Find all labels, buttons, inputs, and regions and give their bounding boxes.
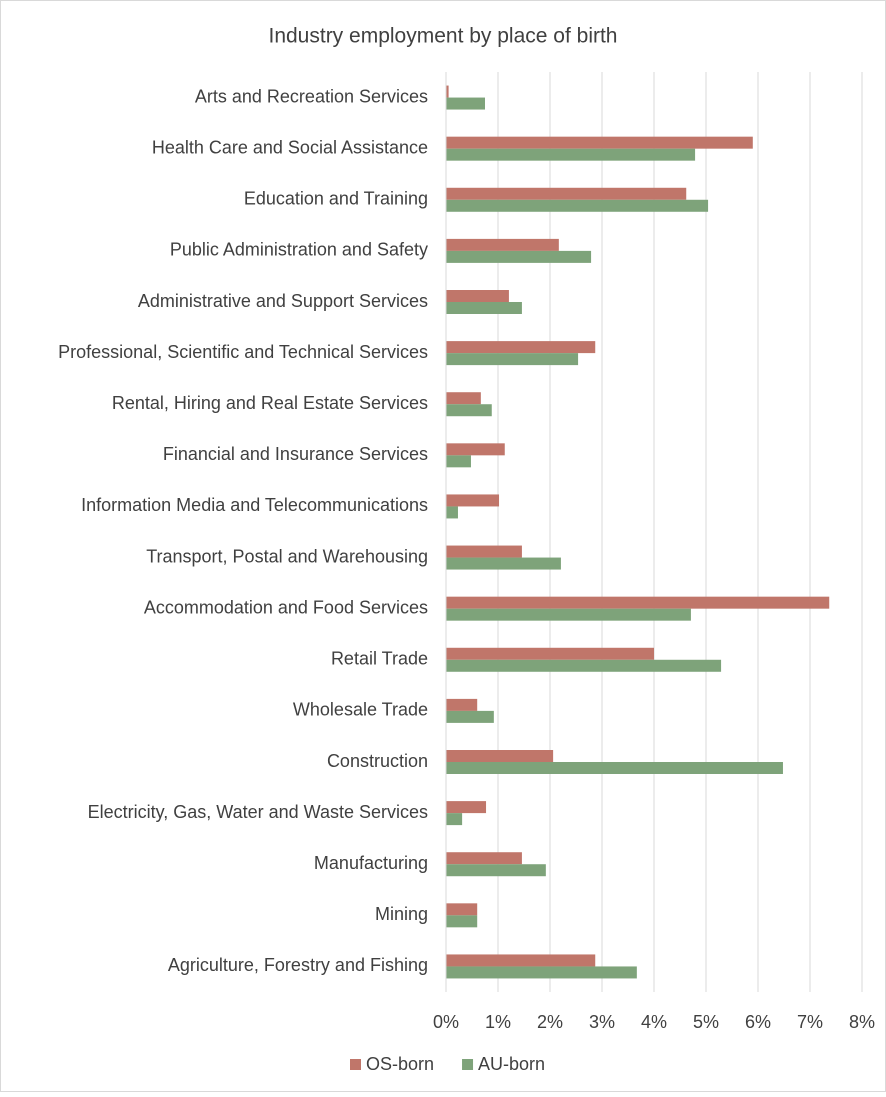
bar [446, 97, 485, 110]
bar [446, 148, 696, 161]
x-tick-label: 0% [433, 1012, 459, 1032]
bar [446, 750, 554, 762]
bar [446, 250, 592, 263]
bar [446, 238, 559, 251]
bar [446, 290, 509, 302]
bar [446, 903, 478, 916]
y-tick-label: Mining [375, 904, 428, 924]
x-tick-label: 5% [693, 1012, 719, 1032]
bar [446, 852, 522, 865]
bar [446, 915, 478, 928]
bar [446, 710, 494, 723]
bar [446, 392, 481, 405]
bar [446, 85, 449, 98]
x-tick-label: 1% [485, 1012, 511, 1032]
y-tick-label: Administrative and Support Services [138, 291, 428, 311]
y-tick-label: Accommodation and Food Services [144, 597, 428, 617]
legend-label: AU-born [478, 1054, 545, 1074]
bar [446, 455, 471, 468]
bar [446, 659, 722, 672]
bar [446, 199, 709, 212]
bar [446, 698, 478, 711]
bar [446, 187, 687, 200]
bar [446, 813, 463, 826]
y-tick-label: Public Administration and Safety [170, 240, 428, 260]
legend-label: OS-born [366, 1054, 434, 1074]
y-tick-label: Electricity, Gas, Water and Waste Servic… [88, 802, 428, 822]
y-tick-label: Rental, Hiring and Real Estate Services [112, 393, 428, 413]
bar [446, 966, 637, 979]
y-tick-label: Construction [327, 751, 428, 771]
bar [446, 608, 691, 621]
bar [446, 494, 500, 507]
x-tick-label: 4% [641, 1012, 667, 1032]
bar [446, 404, 492, 417]
x-tick-label: 3% [589, 1012, 615, 1032]
y-tick-label: Retail Trade [331, 649, 428, 669]
bar [446, 596, 830, 609]
x-tick-label: 6% [745, 1012, 771, 1032]
y-tick-label: Wholesale Trade [293, 700, 428, 720]
legend-swatch [350, 1059, 361, 1070]
y-tick-label: Manufacturing [314, 853, 428, 873]
x-tick-label: 2% [537, 1012, 563, 1032]
x-tick-label: 7% [797, 1012, 823, 1032]
bar [446, 545, 522, 558]
bar [446, 302, 522, 314]
bar [446, 136, 753, 149]
y-tick-label: Education and Training [244, 189, 428, 209]
y-tick-label: Information Media and Telecommunications [81, 495, 428, 515]
bar [446, 762, 783, 774]
bar [446, 864, 546, 877]
y-tick-label: Arts and Recreation Services [195, 86, 428, 106]
y-tick-label: Health Care and Social Assistance [152, 137, 428, 157]
bar [446, 353, 579, 366]
y-tick-label: Agriculture, Forestry and Fishing [168, 955, 428, 975]
bar [446, 557, 561, 570]
bar [446, 801, 487, 814]
bar [446, 506, 458, 519]
legend-swatch [462, 1059, 474, 1070]
bar [446, 647, 654, 660]
y-tick-label: Transport, Postal and Warehousing [146, 546, 428, 566]
chart-title: Industry employment by place of birth [268, 25, 617, 48]
y-tick-label: Professional, Scientific and Technical S… [58, 342, 428, 362]
bar [446, 954, 596, 967]
bar [446, 443, 505, 456]
x-tick-label: 8% [849, 1012, 875, 1032]
bar [446, 341, 596, 354]
y-tick-label: Financial and Insurance Services [163, 444, 428, 464]
